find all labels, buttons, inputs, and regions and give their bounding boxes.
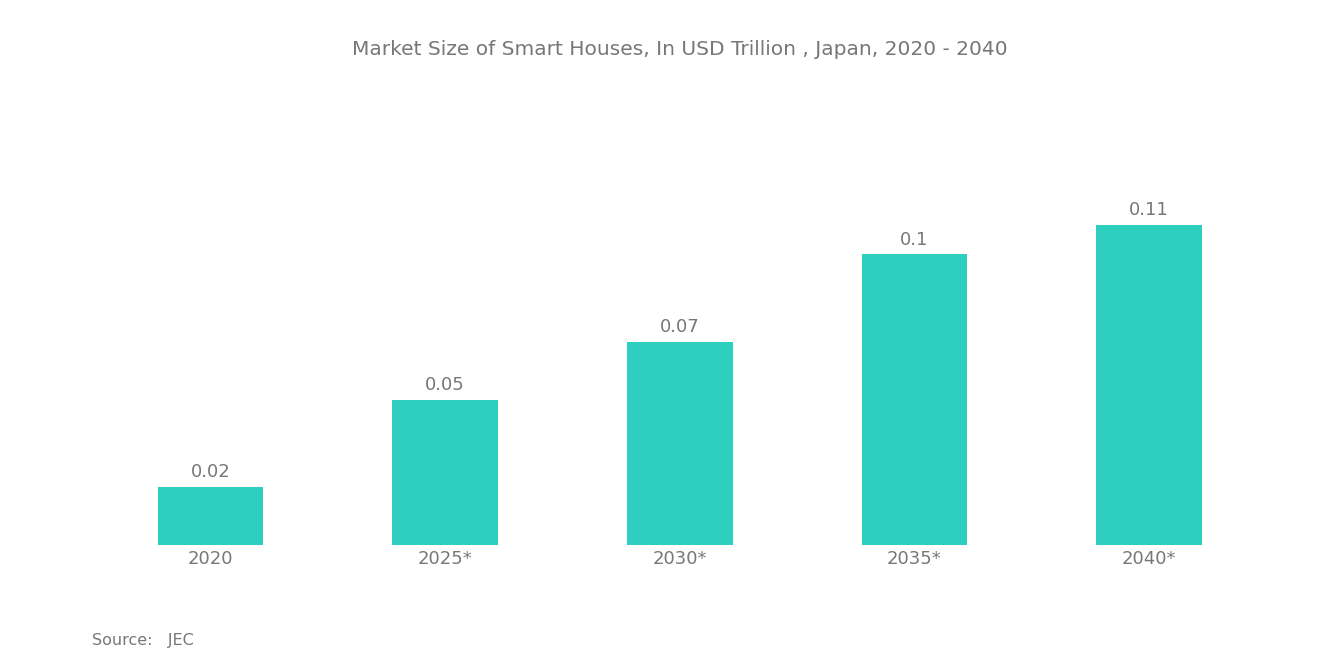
Title: Market Size of Smart Houses, In USD Trillion , Japan, 2020 - 2040: Market Size of Smart Houses, In USD Tril… [352,40,1007,59]
Text: 0.07: 0.07 [660,318,700,336]
Text: 0.1: 0.1 [900,231,928,249]
Text: 0.02: 0.02 [190,464,231,481]
Bar [1096,225,1201,545]
Text: 0.05: 0.05 [425,376,465,394]
Bar [627,342,733,545]
Text: Source:   JEC: Source: JEC [92,633,194,648]
Bar [862,254,968,545]
Bar [392,400,498,545]
Bar [158,487,264,545]
Text: 0.11: 0.11 [1129,201,1170,219]
